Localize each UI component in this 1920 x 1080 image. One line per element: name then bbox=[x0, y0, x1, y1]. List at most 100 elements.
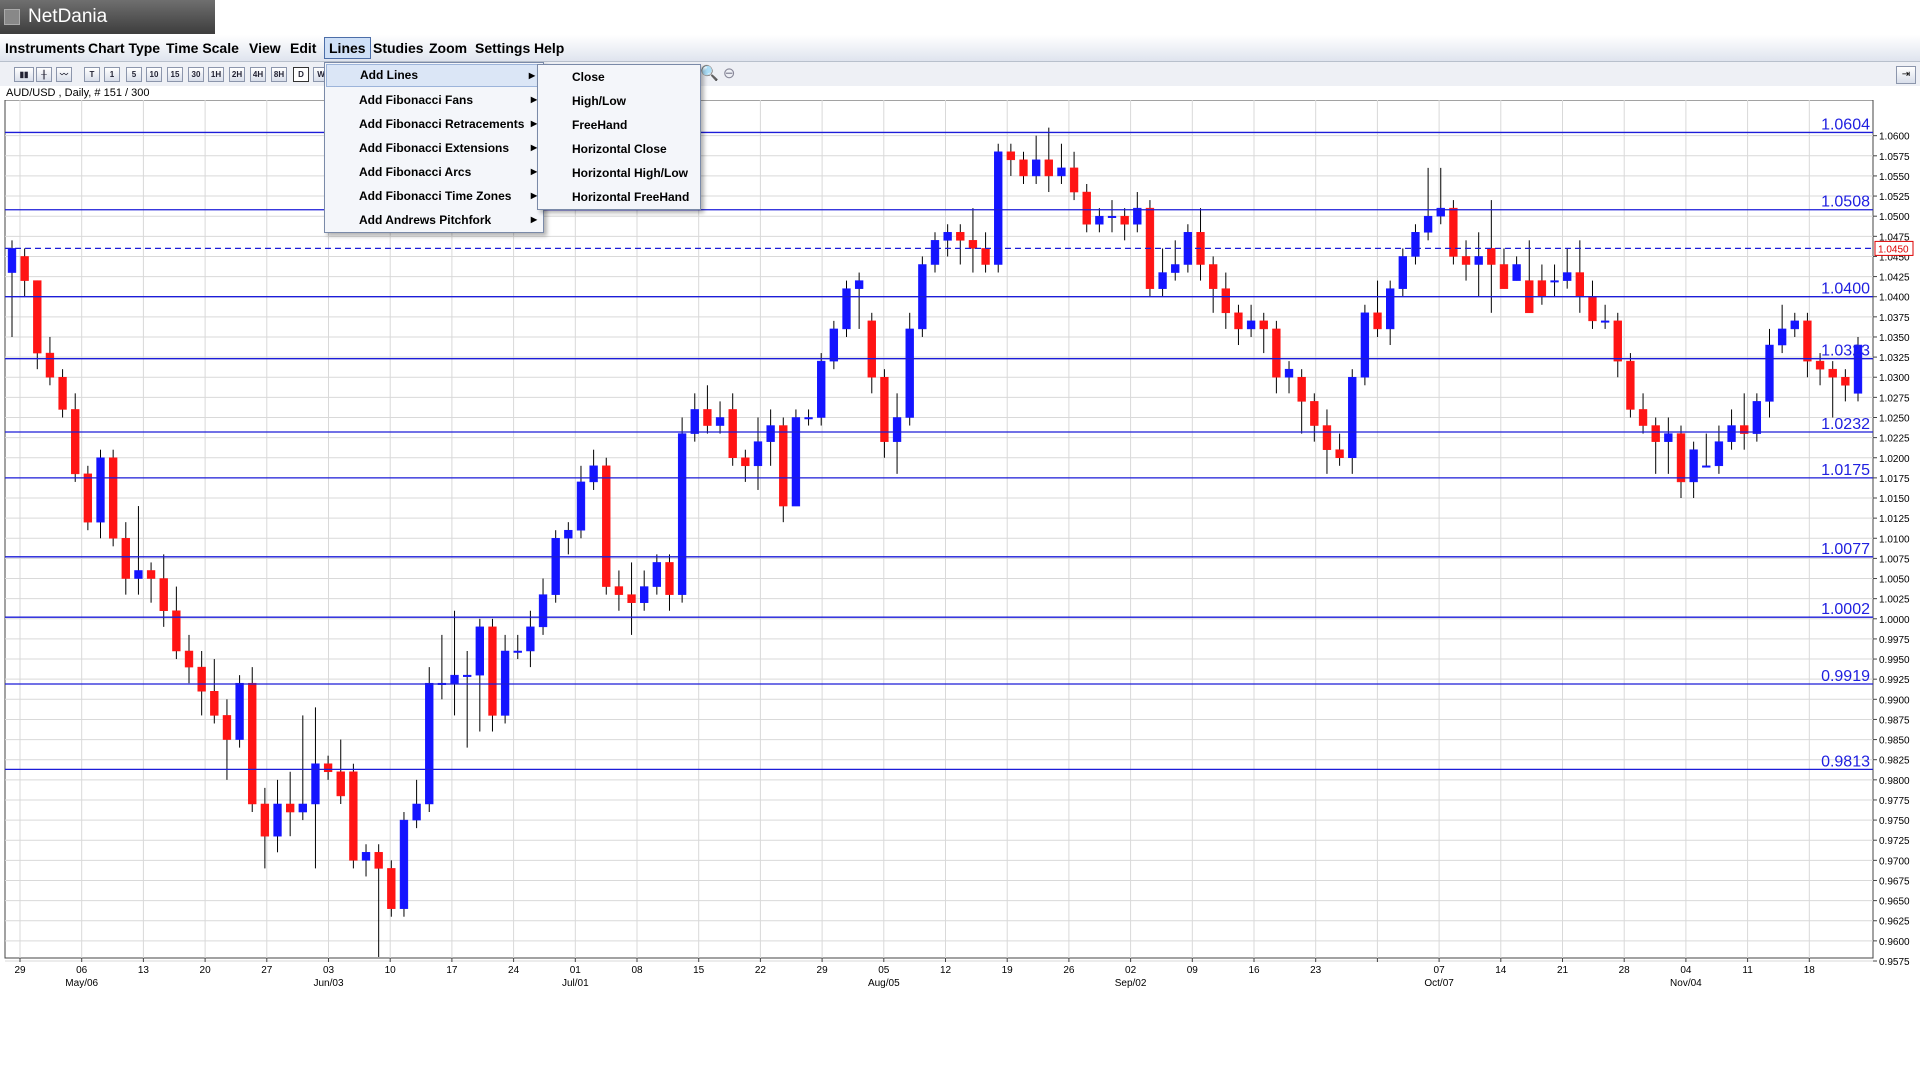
timescale-30-button[interactable]: 30 bbox=[188, 67, 204, 82]
menu-settings[interactable]: Settings bbox=[475, 40, 531, 56]
horizontal-line-label: 0.9813 bbox=[1821, 753, 1870, 770]
menu-lines[interactable]: Lines bbox=[324, 37, 371, 59]
menu-add-fibonacci-time-zones-label: Add Fibonacci Time Zones bbox=[359, 189, 512, 203]
x-tick-label: 07 bbox=[1434, 965, 1446, 976]
candle-up bbox=[564, 529, 573, 539]
menu-chart-type[interactable]: Chart Type bbox=[88, 40, 161, 56]
zoom-out-icon[interactable]: ⊖ bbox=[722, 65, 736, 82]
menu-edit[interactable]: Edit bbox=[290, 40, 317, 56]
candle-up bbox=[1158, 272, 1167, 289]
y-tick-label: 1.0425 bbox=[1879, 273, 1910, 284]
menu-add-andrews-pitchfork[interactable]: Add Andrews Pitchfork ▶ bbox=[325, 208, 543, 232]
menu-add-fibonacci-retracements[interactable]: Add Fibonacci Retracements ▶ bbox=[325, 112, 543, 136]
submenu-horizontal-high-low[interactable]: Horizontal High/Low bbox=[572, 166, 688, 180]
menu-add-fibonacci-time-zones[interactable]: Add Fibonacci Time Zones ▶ bbox=[325, 184, 543, 208]
submenu-high-low[interactable]: High/Low bbox=[572, 94, 626, 108]
timescale-1h-button[interactable]: 1H bbox=[208, 67, 224, 82]
menu-view[interactable]: View bbox=[249, 40, 281, 56]
candle-up bbox=[1702, 465, 1711, 468]
candle-down bbox=[1803, 320, 1812, 362]
menu-add-fibonacci-arcs-label: Add Fibonacci Arcs bbox=[359, 165, 472, 179]
candle-up bbox=[905, 328, 914, 418]
candle-down bbox=[627, 594, 636, 603]
candle-down bbox=[1006, 151, 1016, 161]
candle-up bbox=[930, 240, 940, 265]
menu-zoom[interactable]: Zoom bbox=[429, 40, 468, 56]
candle-up bbox=[463, 674, 472, 677]
candle-down bbox=[1082, 191, 1091, 225]
candle-up bbox=[1133, 207, 1142, 225]
horizontal-line-label: 1.0508 bbox=[1821, 194, 1870, 211]
candle-down bbox=[1588, 296, 1597, 322]
candle-up bbox=[134, 570, 143, 579]
y-tick-label: 0.9700 bbox=[1879, 856, 1910, 867]
candle-down bbox=[248, 682, 257, 805]
candle-up bbox=[1512, 264, 1521, 281]
submenu-horizontal-close[interactable]: Horizontal Close bbox=[572, 142, 667, 156]
timescale-15-button[interactable]: 15 bbox=[167, 67, 183, 82]
horizontal-line-label: 0.9919 bbox=[1821, 668, 1870, 685]
submenu-arrow-icon: ▶ bbox=[528, 71, 535, 80]
submenu-close[interactable]: Close bbox=[572, 70, 605, 84]
timescale-10-button[interactable]: 10 bbox=[146, 67, 162, 82]
price-chart[interactable]: 1.0600 1.0575 1.0550 1.0525 1.0500 1.0475 1.04… bbox=[0, 100, 1920, 1000]
x-tick-label: 13 bbox=[138, 965, 150, 976]
submenu-freehand[interactable]: FreeHand bbox=[572, 118, 628, 132]
candle-down bbox=[323, 763, 333, 773]
month-label: Nov/04 bbox=[1670, 978, 1702, 989]
y-tick-label: 0.9775 bbox=[1879, 796, 1910, 807]
candle-down bbox=[1613, 320, 1622, 362]
candle-down bbox=[197, 666, 206, 692]
y-tick-label: 1.0325 bbox=[1879, 353, 1910, 364]
timescale-4h-button[interactable]: 4H bbox=[250, 67, 266, 82]
menu-add-fibonacci-fans[interactable]: Add Fibonacci Fans ▶ bbox=[325, 88, 543, 112]
submenu-horizontal-freehand[interactable]: Horizontal FreeHand bbox=[572, 190, 690, 204]
candle-up bbox=[994, 151, 1003, 265]
candle-up bbox=[1386, 288, 1395, 330]
candle-up bbox=[829, 328, 839, 362]
panel-toggle-icon[interactable]: ⇥ bbox=[1896, 66, 1916, 84]
candle-up bbox=[273, 803, 282, 837]
x-tick-label: 04 bbox=[1680, 965, 1692, 976]
candle-down bbox=[172, 610, 181, 652]
timescale-daily-button[interactable]: D bbox=[293, 67, 309, 82]
y-tick-label: 1.0175 bbox=[1879, 474, 1910, 485]
timescale-2h-button[interactable]: 2H bbox=[229, 67, 245, 82]
menu-instruments[interactable]: Instruments bbox=[5, 40, 86, 56]
candle-up bbox=[1664, 433, 1673, 442]
candle-down bbox=[159, 578, 168, 611]
line-chart-icon[interactable]: 〰 bbox=[56, 67, 72, 82]
x-tick-label: 17 bbox=[446, 965, 458, 976]
y-tick-label: 1.0150 bbox=[1879, 494, 1910, 505]
candle-up bbox=[715, 417, 725, 426]
y-tick-label: 0.9925 bbox=[1879, 675, 1910, 686]
menu-add-fibonacci-extensions[interactable]: Add Fibonacci Extensions ▶ bbox=[325, 136, 543, 160]
timescale-1-button[interactable]: 1 bbox=[104, 67, 120, 82]
candle-up bbox=[500, 650, 510, 716]
candle-up bbox=[361, 852, 371, 861]
menu-help[interactable]: Help bbox=[534, 40, 565, 56]
y-tick-label: 1.0100 bbox=[1879, 534, 1910, 545]
bar-chart-icon[interactable]: ╫ bbox=[36, 67, 52, 82]
timescale-5-button[interactable]: 5 bbox=[126, 67, 142, 82]
candle-down bbox=[1373, 312, 1382, 330]
menu-studies[interactable]: Studies bbox=[373, 40, 424, 56]
menu-time-scale[interactable]: Time Scale bbox=[166, 40, 239, 56]
menu-add-lines[interactable]: Add Lines ▶ bbox=[326, 64, 542, 87]
candle-down bbox=[602, 465, 611, 587]
plot-frame bbox=[4, 100, 1874, 959]
submenu-arrow-icon: ▶ bbox=[530, 119, 537, 128]
candle-down bbox=[1221, 288, 1230, 314]
timescale-tick-button[interactable]: T bbox=[84, 67, 100, 82]
horizontal-line-label: 1.0323 bbox=[1821, 343, 1870, 360]
candlestick-chart-icon[interactable]: ▮▮ bbox=[14, 67, 34, 82]
x-tick-label: 21 bbox=[1557, 965, 1569, 976]
horizontal-line-label: 1.0077 bbox=[1821, 541, 1870, 558]
candle-down bbox=[665, 562, 674, 595]
candle-up bbox=[311, 763, 320, 805]
zoom-in-icon[interactable]: 🔍 bbox=[700, 65, 719, 82]
submenu-arrow-icon: ▶ bbox=[530, 167, 537, 176]
candle-up bbox=[1600, 320, 1610, 323]
menu-add-fibonacci-arcs[interactable]: Add Fibonacci Arcs ▶ bbox=[325, 160, 543, 184]
timescale-8h-button[interactable]: 8H bbox=[271, 67, 287, 82]
